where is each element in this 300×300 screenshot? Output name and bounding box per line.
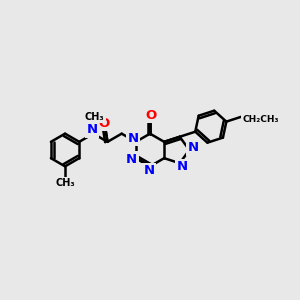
Text: N: N [187, 141, 198, 154]
Text: CH₃: CH₃ [85, 112, 104, 122]
Text: O: O [98, 117, 109, 130]
Text: N: N [126, 153, 137, 166]
Text: N: N [86, 123, 98, 136]
Text: O: O [145, 109, 156, 122]
Text: N: N [127, 132, 138, 145]
Text: N: N [143, 164, 155, 177]
Text: CH₃: CH₃ [55, 178, 75, 188]
Text: N: N [177, 160, 188, 173]
Text: CH₂CH₃: CH₂CH₃ [243, 116, 279, 124]
